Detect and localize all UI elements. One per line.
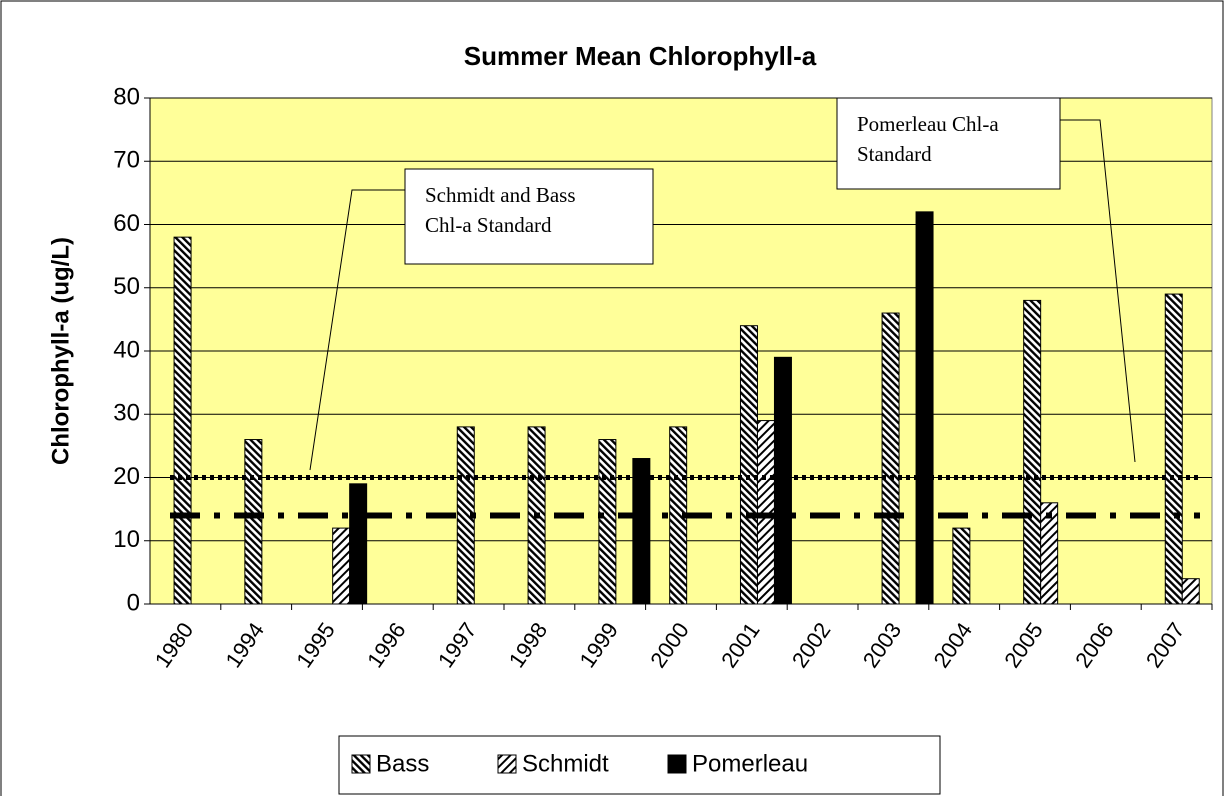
y-tick-label: 30 [113,400,140,427]
bar [173,236,192,605]
bar [244,439,263,605]
bar [1023,299,1042,605]
bar [332,527,351,605]
legend-box [338,735,941,795]
y-tick-label: 10 [113,526,140,553]
y-tick-label: 50 [113,273,140,300]
chart-title: Summer Mean Chlorophyll-a [464,41,817,71]
bar [1181,578,1200,605]
legend-label: Bass [376,750,429,777]
annotation-text: Schmidt and Bass [425,183,576,207]
y-axis-label: Chlorophyll-a (ug/L) [47,237,74,465]
legend-swatch [667,754,687,774]
y-tick-label: 20 [113,463,140,490]
bar [598,439,617,605]
bar [739,325,758,605]
bar [349,483,368,605]
bar [1164,293,1183,605]
legend-swatch [497,754,517,774]
annotation-text: Standard [857,142,932,166]
bar [773,356,792,605]
legend-label: Pomerleau [692,750,808,777]
y-tick-label: 70 [113,147,140,174]
annotation-text: Chl-a Standard [425,213,552,237]
legend-swatch [351,754,371,774]
legend-label: Schmidt [522,750,609,777]
leader-line [1060,119,1136,463]
y-tick-label: 40 [113,336,140,363]
y-tick-label: 80 [113,83,140,110]
bar [952,527,971,605]
leader-line [309,189,405,471]
bar [756,420,775,605]
bar [915,211,934,605]
bar [881,312,900,605]
y-tick-label: 0 [127,589,140,616]
bar [1040,502,1059,605]
y-tick-label: 60 [113,210,140,237]
annotation-box [404,168,654,265]
annotation-text: Pomerleau Chl-a [857,112,999,136]
bar [632,458,651,605]
annotation-box [836,97,1061,190]
